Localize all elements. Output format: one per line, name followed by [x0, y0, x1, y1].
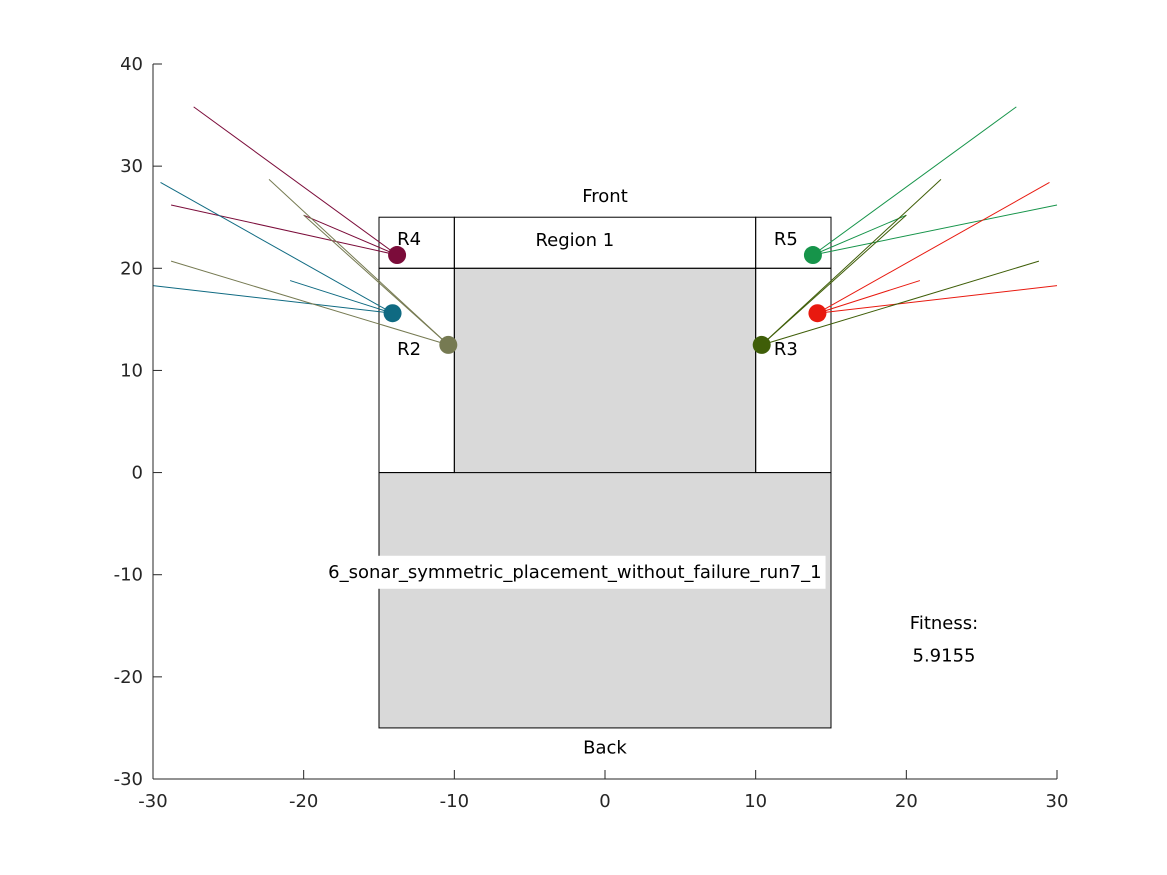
sonar-ray	[303, 214, 449, 346]
sonar-ray	[812, 204, 1058, 256]
x-tick-label: 0	[599, 791, 610, 812]
annotation-fitness-value: 5.9155	[913, 646, 976, 667]
region-rect	[755, 267, 832, 474]
region-rect	[378, 267, 455, 474]
x-tick-label: -30	[138, 791, 167, 812]
annotation-r4: R4	[397, 229, 421, 250]
annotation-r5: R5	[774, 229, 798, 250]
sonar-sensor-point	[383, 304, 402, 323]
sonar-ray	[193, 106, 398, 256]
x-tick-label: -20	[289, 791, 318, 812]
y-tick-label: 20	[120, 258, 143, 279]
annotation-r3: R3	[774, 339, 798, 360]
axes: -30 -20 -10 0 10 20 30 -30 -20 -10 0 10 20 30 40	[114, 54, 1069, 812]
sonar-ray	[268, 179, 449, 346]
sonar-ray	[303, 214, 398, 256]
sonar-sensor-point	[388, 246, 407, 265]
sonar-sensors	[383, 246, 827, 354]
sonar-ray	[160, 182, 393, 314]
sonar-ray	[152, 285, 393, 314]
run-label-background	[324, 555, 826, 589]
sonar-ray	[761, 214, 907, 346]
sonar-ray	[170, 260, 449, 346]
sonar-ray	[761, 179, 942, 346]
chart-annotations: Front Back Region 1 R2 R3 R4 R5 6_sonar_symmetr…	[324, 186, 978, 758]
y-tick-label: 0	[132, 463, 143, 484]
region-rect	[378, 472, 832, 729]
sonar-ray	[170, 204, 398, 256]
annotation-front: Front	[582, 186, 628, 207]
x-tick-label: 10	[744, 791, 767, 812]
annotation-back: Back	[583, 737, 627, 758]
y-tick-label: 40	[120, 54, 143, 75]
sonar-ray	[817, 285, 1058, 314]
sonar-rays	[152, 106, 1058, 346]
sonar-ray	[289, 280, 393, 314]
sonar-sensor-point	[808, 304, 827, 323]
y-tick-label: -30	[114, 769, 143, 790]
x-tick-label: -10	[440, 791, 469, 812]
y-tick-label: -10	[114, 565, 143, 586]
region-rectangles	[378, 216, 832, 729]
annotation-r2: R2	[397, 339, 421, 360]
y-tick-label: -20	[114, 667, 143, 688]
annotation-region1: Region 1	[535, 230, 614, 251]
sonar-sensor-point	[752, 335, 771, 354]
y-tick-label: 10	[120, 360, 143, 381]
sonar-ray	[812, 214, 907, 256]
sonar-ray	[812, 106, 1017, 256]
sonar-ray	[817, 182, 1050, 314]
sonar-sensor-point	[803, 246, 822, 265]
y-tick-label: 30	[120, 156, 143, 177]
x-tick-label: 30	[1046, 791, 1069, 812]
sonar-ray	[761, 260, 1040, 346]
annotation-fitness-label: Fitness:	[910, 613, 978, 634]
x-tick-label: 20	[895, 791, 918, 812]
region-rect	[453, 267, 757, 474]
annotation-run: 6_sonar_symmetric_placement_without_fail…	[328, 562, 821, 583]
sonar-ray	[817, 280, 921, 314]
region-rect	[755, 216, 832, 269]
sonar-sensor-point	[439, 335, 458, 354]
